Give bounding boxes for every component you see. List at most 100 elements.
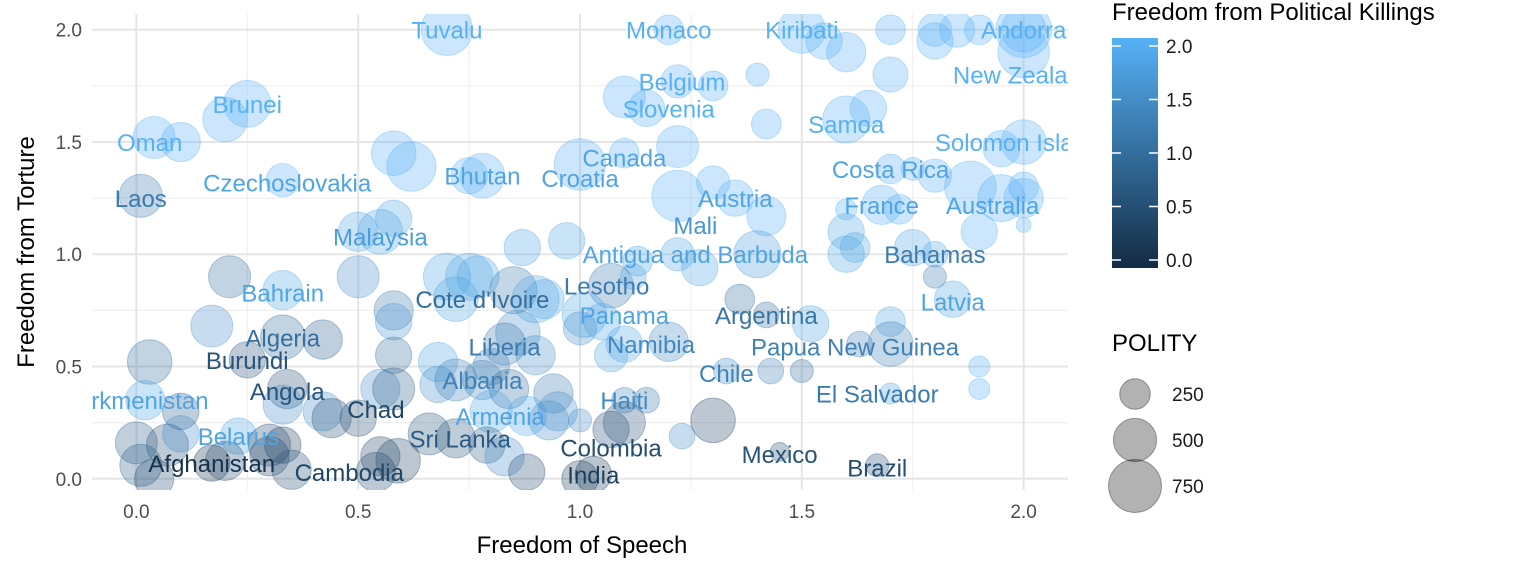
bubble-point <box>548 222 586 260</box>
bubble-point <box>302 319 343 360</box>
bubble-point <box>262 384 303 425</box>
bubble-point <box>605 325 644 363</box>
bubble-point <box>561 460 599 490</box>
bubble-point <box>561 292 608 338</box>
country-label: Bhutan <box>444 164 520 191</box>
plot-grid <box>92 14 1068 490</box>
bubble-point <box>469 389 513 433</box>
bubble-point <box>267 368 308 410</box>
bubble-point <box>133 458 175 490</box>
bubble-point <box>339 399 377 437</box>
country-label: Australia <box>946 193 1040 220</box>
bubble-point <box>562 311 598 346</box>
bubble-point <box>435 418 476 459</box>
bubble-point <box>653 14 685 46</box>
country-label: Costa Rica <box>832 157 950 184</box>
bubble-point <box>338 211 379 252</box>
country-label: Afghanistan <box>148 451 275 478</box>
bubble-point <box>249 436 290 477</box>
bubble-point <box>434 358 478 402</box>
bubble-point <box>208 255 252 299</box>
bubble-point <box>265 163 300 198</box>
bubble-point <box>264 426 302 464</box>
x-axis-title: Freedom of Speech <box>477 532 688 559</box>
bubble-point <box>1008 171 1039 203</box>
bubble-point <box>360 436 401 477</box>
country-label: Namibia <box>607 332 696 359</box>
bubble-point <box>204 440 246 481</box>
size-legend-circle <box>1119 378 1151 410</box>
bubble-point <box>495 310 541 356</box>
bubble-point <box>202 96 248 143</box>
bubble-point <box>374 302 413 341</box>
bubble-point <box>695 165 731 200</box>
country-label: Cote d'Ivoire <box>415 287 549 314</box>
bubble-point <box>419 365 457 404</box>
bubble-point <box>1015 217 1032 233</box>
bubble-point <box>651 169 704 223</box>
bubble-point <box>1003 177 1044 219</box>
bubble-point <box>602 401 646 445</box>
bubble-point <box>508 453 546 490</box>
country-label: Albania <box>442 368 523 395</box>
bubble-point <box>503 228 542 267</box>
country-label: Algeria <box>245 325 320 352</box>
country-label: Cambodia <box>295 460 405 487</box>
bubble-point <box>119 443 163 487</box>
bubble-point <box>193 444 231 482</box>
bubble-point <box>567 408 593 433</box>
bubble-point <box>656 124 700 168</box>
bubble-point <box>355 451 397 490</box>
country-label: Mexico <box>742 442 818 469</box>
bubble-point <box>997 25 1050 79</box>
country-label: Chile <box>699 361 754 388</box>
bubble-point <box>917 158 953 193</box>
bubble-point <box>537 391 578 432</box>
bubble-point <box>982 130 1021 168</box>
color-legend-ticks: 0.0 0.5 1.0 1.5 2.0 <box>1112 37 1192 272</box>
bubble-point <box>528 400 570 441</box>
bubble-point <box>588 262 634 309</box>
size-legend-title: POLITY <box>1112 330 1197 357</box>
bubble-point <box>602 75 646 119</box>
bubble-point <box>822 95 871 144</box>
country-label: Antigua and Barbuda <box>583 242 809 269</box>
color-legend-title: Freedom from Political Killings <box>1112 0 1435 26</box>
country-label: Belgium <box>639 69 726 96</box>
bubble-point <box>757 357 785 385</box>
bubble-point <box>533 373 574 414</box>
bubble-point <box>574 455 612 490</box>
color-legend-label: 2.0 <box>1166 37 1192 58</box>
bubble-point <box>769 441 790 462</box>
bubble-point <box>372 367 416 411</box>
y-tick-label: 2.0 <box>56 21 82 42</box>
bubble-point <box>506 395 547 437</box>
bubble-point <box>407 412 451 456</box>
country-label: Tuvalu <box>411 18 482 45</box>
x-tick-label: 2.0 <box>1010 502 1036 523</box>
bubble-point <box>375 438 421 484</box>
country-labels: Tuvalu Monaco Kiribati Andorra New Zealand Be… <box>92 18 1068 490</box>
country-label: Liberia <box>469 334 542 361</box>
bubble-point <box>826 32 867 73</box>
bubble-point <box>835 198 858 221</box>
bubble-point <box>126 339 173 385</box>
country-label: Bahrain <box>241 280 324 307</box>
bubble-point <box>789 358 814 384</box>
country-label: India <box>567 462 620 489</box>
bubble-point <box>944 160 997 214</box>
bubble-point <box>223 79 272 128</box>
bubble-point <box>459 152 506 199</box>
bubble-point <box>132 115 176 159</box>
bubble-point <box>968 355 991 378</box>
y-tick-label: 1.0 <box>56 245 82 266</box>
bubble-point <box>472 347 510 386</box>
bubble-point <box>433 276 479 322</box>
size-legend-circle <box>1112 417 1158 463</box>
bubble-point <box>827 213 865 251</box>
bubble-point <box>311 398 352 439</box>
bubble-point <box>219 417 258 455</box>
bubble-point <box>515 335 556 376</box>
country-label: Armenia <box>455 404 545 431</box>
